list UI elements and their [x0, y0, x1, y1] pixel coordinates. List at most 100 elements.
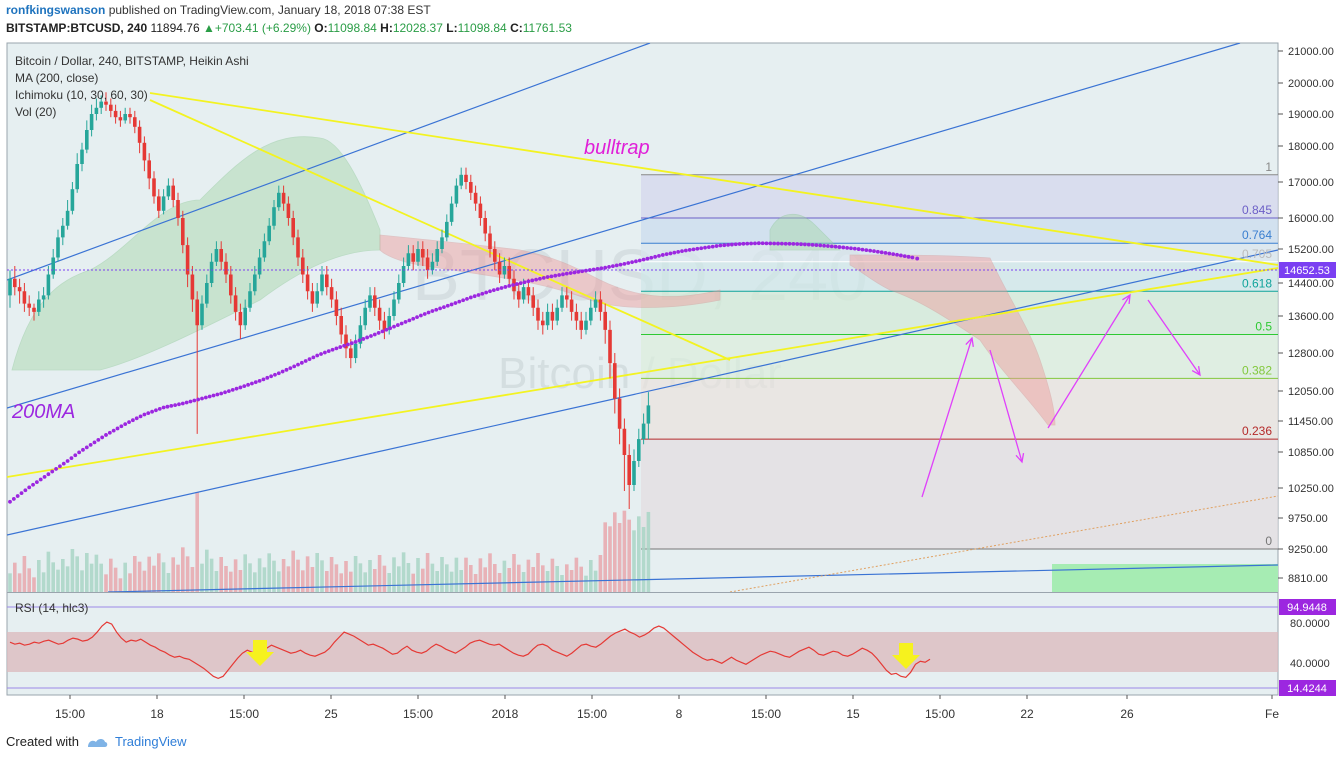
ma-dot — [668, 251, 673, 256]
volume-bar — [238, 570, 243, 592]
price-tick-label: 8810.00 — [1288, 573, 1328, 585]
candle-body — [608, 329, 612, 364]
volume-bar — [262, 567, 267, 592]
volume-bar — [176, 564, 180, 592]
ma-dot — [691, 247, 696, 252]
ma-dot — [637, 258, 642, 263]
volume-bar — [257, 558, 262, 592]
fib-level-label: 0.618 — [1242, 276, 1272, 290]
volume-bar — [334, 564, 339, 592]
time-tick-label: 8 — [676, 707, 683, 721]
ma-dot — [768, 241, 773, 246]
ma-dot — [915, 256, 920, 261]
volume-bar — [560, 575, 564, 592]
fib-level-label: 0.705 — [1242, 247, 1272, 261]
candle-body — [229, 274, 233, 296]
candle-body — [459, 174, 463, 186]
volume-bar — [195, 492, 199, 592]
volume-bar — [622, 510, 627, 592]
open-value: 11098.84 — [327, 21, 377, 35]
ma-dot — [630, 260, 634, 265]
ma-dot — [84, 445, 89, 450]
ma-dot — [745, 241, 750, 246]
volume-bar — [281, 559, 286, 592]
ma-dot — [875, 249, 880, 254]
ma-dot — [188, 399, 193, 404]
candle-body — [565, 295, 569, 300]
ma-dot — [530, 278, 535, 283]
price-axis[interactable]: 21000.00 20000.00 19000.00 18000.00 17000.00… — [1278, 46, 1334, 585]
time-axis[interactable]: 15:00 18 15:00 25 15:00 2018 15:00 8 15:00 15 15:0… — [55, 695, 1279, 721]
candle-body — [296, 237, 300, 258]
volume-bar — [224, 566, 228, 592]
volume-bar — [267, 553, 271, 592]
ma-dot — [622, 261, 627, 266]
ma-dot — [157, 407, 162, 411]
ma-dot — [468, 295, 473, 300]
candle-body — [166, 185, 171, 197]
symbol-label: BITSTAMP:BTCUSD, 240 — [6, 21, 148, 35]
volume-bar — [459, 570, 463, 592]
volume-bar — [157, 553, 161, 592]
ma-dot — [534, 277, 538, 282]
trend-lines[interactable] — [7, 43, 1278, 592]
volume-bar — [387, 573, 391, 592]
ma-dot — [549, 274, 554, 279]
volume-bar — [421, 568, 425, 592]
ma-dot — [568, 271, 573, 275]
volume-bar — [574, 557, 579, 592]
ma-dot — [200, 396, 204, 401]
candle-body — [550, 311, 555, 321]
candle-body — [205, 283, 209, 304]
ma-dot — [683, 248, 688, 253]
ma-dot — [618, 262, 623, 267]
candle-body — [224, 261, 228, 275]
ma-dot — [100, 435, 105, 440]
ma-dot — [906, 254, 911, 259]
projection-arrows[interactable] — [921, 293, 1201, 498]
time-tick-label: 15:00 — [229, 707, 259, 721]
volume-bar — [301, 570, 305, 592]
candle-body — [488, 233, 492, 249]
ma-dot — [238, 385, 243, 390]
candle-body — [497, 261, 502, 275]
volume-bar — [401, 552, 406, 592]
candle-body — [109, 104, 113, 111]
ma-dot — [353, 340, 358, 344]
candle-body — [603, 311, 607, 330]
footer: Created with TradingView — [6, 734, 187, 749]
candle-body — [147, 160, 151, 179]
tradingview-link[interactable]: TradingView — [114, 734, 187, 749]
candle-body — [281, 192, 286, 204]
ma-dot — [261, 377, 266, 382]
ma-dot — [361, 337, 366, 341]
candle-body — [574, 311, 579, 321]
cloud-green-shape — [11, 136, 381, 371]
trend-line — [7, 43, 1241, 409]
volume-bar — [349, 571, 353, 592]
ma-dot — [672, 250, 677, 255]
candle-body — [392, 299, 396, 316]
volume-bar — [113, 567, 118, 592]
volume-bar — [209, 558, 214, 592]
ma-dot — [541, 276, 546, 280]
ma-dot — [269, 374, 274, 379]
ma-dot — [791, 241, 796, 246]
ma-dot — [822, 243, 826, 248]
volume-bar — [171, 557, 175, 592]
volume-bar — [32, 577, 36, 592]
volume-bar — [541, 565, 545, 592]
created-with-text: Created with — [6, 734, 79, 749]
candle-body — [358, 325, 363, 344]
volume-bar — [464, 557, 468, 592]
ma-dot — [154, 408, 158, 413]
fibonacci-retracement[interactable] — [641, 174, 1278, 550]
volume-bar — [517, 564, 521, 592]
candle-body — [641, 423, 646, 440]
candle-body — [598, 299, 603, 312]
ma-dot — [138, 414, 143, 419]
candle-body — [32, 307, 36, 312]
legend-ichimoku: Ichimoku (10, 30, 60, 30) — [15, 88, 148, 102]
author-link[interactable]: ronfkingswanson — [6, 3, 106, 17]
